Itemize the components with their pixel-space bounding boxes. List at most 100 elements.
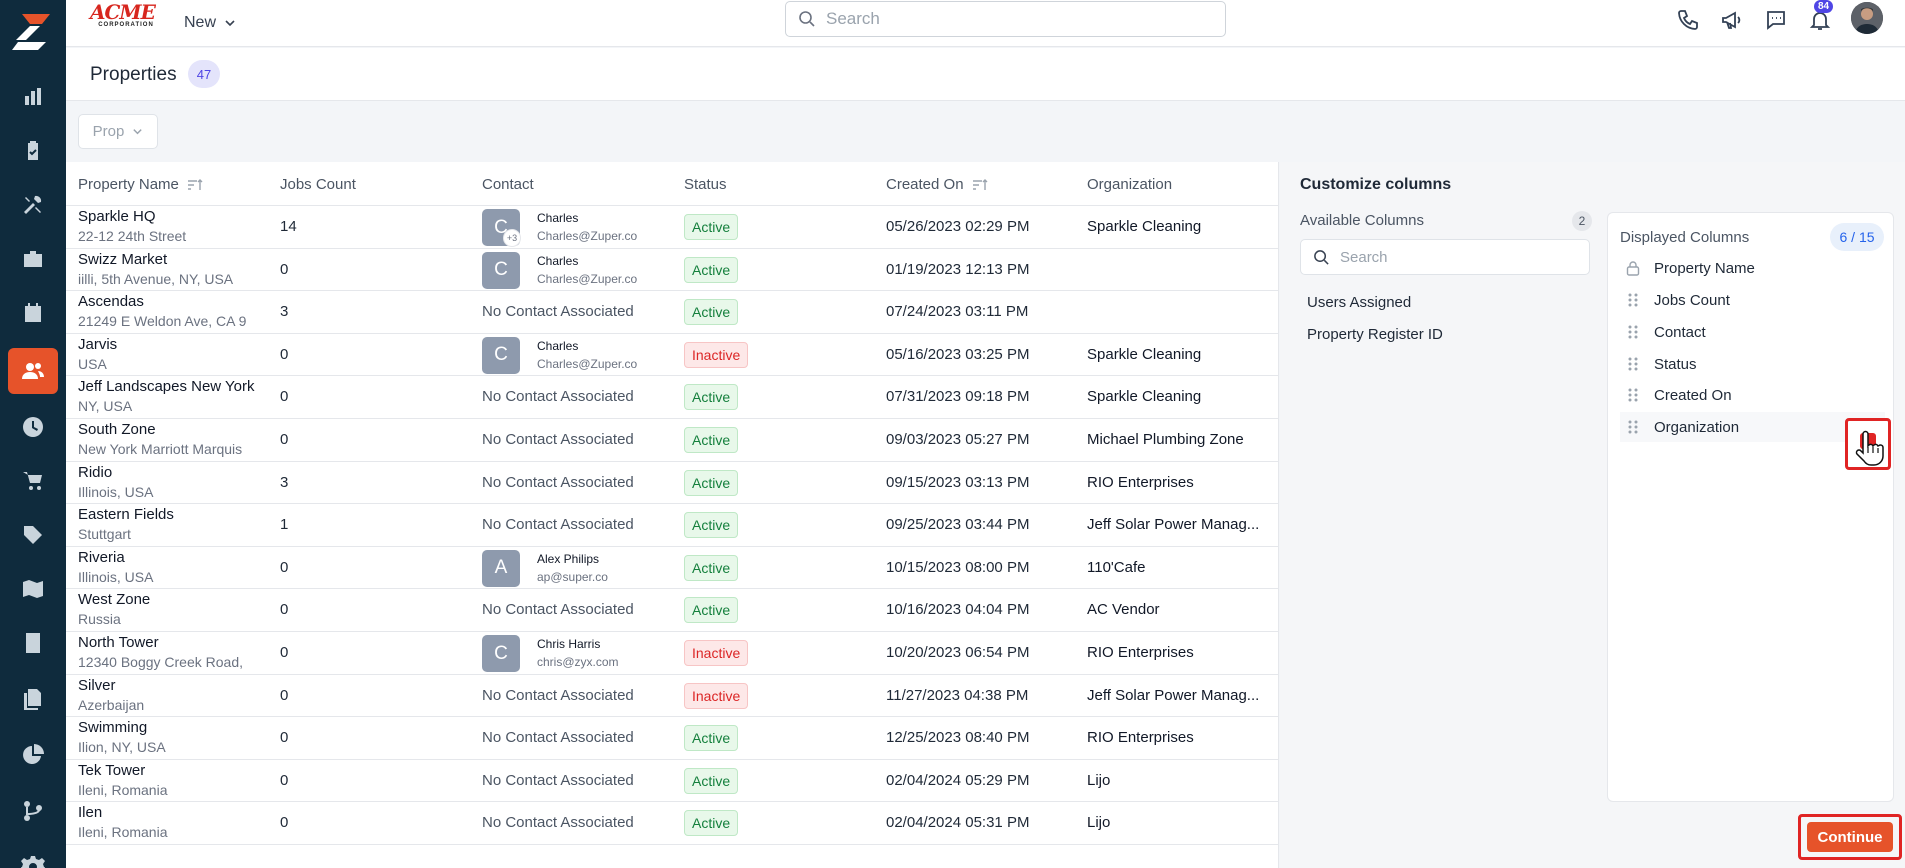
property-name[interactable]: Swimming: [78, 719, 148, 737]
no-contact-label: No Contact Associated: [482, 686, 634, 704]
sidebar-item-calendar[interactable]: [8, 290, 58, 336]
table-row[interactable]: Ridio Illinois, USA 3 No Contact Associated…: [66, 462, 1279, 505]
brand-logo[interactable]: ACME CORPORATION: [90, 2, 162, 34]
contact-extra-count[interactable]: +3: [503, 229, 521, 247]
global-search-input[interactable]: Search: [785, 1, 1226, 37]
displayed-column-organization[interactable]: Organization: [1620, 412, 1885, 442]
displayed-column-property-name: Property Name: [1620, 253, 1885, 283]
created-on: 09/25/2023 03:44 PM: [886, 516, 1030, 534]
table-row[interactable]: South Zone New York Marriott Marquis 0 No C…: [66, 419, 1279, 462]
drag-handle-icon[interactable]: [1626, 356, 1640, 372]
property-name[interactable]: Sparkle HQ: [78, 208, 156, 225]
contact-avatar[interactable]: C: [482, 635, 520, 672]
displayed-column-contact[interactable]: Contact: [1620, 317, 1885, 347]
sidebar-item-timesheet[interactable]: [8, 404, 58, 450]
column-header-organization[interactable]: Organization: [1087, 176, 1172, 193]
table-row[interactable]: Swizz Market iilli, 5th Avenue, NY, USA 0 C…: [66, 249, 1279, 292]
table-row[interactable]: North Tower 12340 Boggy Creek Road, 0 C Chri…: [66, 632, 1279, 675]
users-icon: [22, 363, 44, 379]
table-row[interactable]: Riveria Illinois, USA 0 A Alex Philips ap@sup…: [66, 547, 1279, 590]
available-column-users-assigned[interactable]: Users Assigned: [1307, 294, 1412, 311]
sidebar-item-pricing[interactable]: [8, 512, 58, 558]
property-name[interactable]: Ilen: [78, 804, 103, 822]
organization: Michael Plumbing Zone: [1087, 431, 1244, 448]
organization: RIO Enterprises: [1087, 644, 1194, 661]
new-button[interactable]: New: [184, 9, 236, 37]
sidebar-item-documents[interactable]: [8, 676, 58, 722]
user-avatar[interactable]: [1851, 2, 1883, 34]
hand-pointer-cursor-icon: [1855, 430, 1884, 466]
search-icon: [1314, 249, 1329, 265]
contact-avatar[interactable]: C: [482, 336, 520, 374]
status-badge: Active: [684, 299, 739, 326]
organization: Sparkle Cleaning: [1087, 218, 1202, 235]
table-row[interactable]: Sparkle HQ 22-12 24th Street 14 C +3 Charles C…: [66, 206, 1279, 249]
phone-icon[interactable]: [1674, 6, 1702, 34]
property-name[interactable]: Eastern Fields: [78, 506, 174, 524]
drag-handle-icon[interactable]: [1626, 324, 1640, 340]
sort-icon[interactable]: [187, 178, 203, 192]
sidebar-item-map[interactable]: [8, 566, 58, 612]
contact-email: ap@super.co: [537, 569, 608, 584]
table-row[interactable]: Silver Azerbaijan 0 No Contact Associated In…: [66, 675, 1279, 718]
table-row[interactable]: Eastern Fields Stuttgart 1 No Contact Assoc…: [66, 504, 1279, 547]
property-name[interactable]: Tek Tower: [78, 761, 146, 779]
column-header-contact[interactable]: Contact: [482, 176, 534, 193]
table-row[interactable]: Swimming Ilion, NY, USA 0 No Contact Associ…: [66, 717, 1279, 760]
table-row[interactable]: Jeff Landscapes New York NY, USA 0 No Conta…: [66, 376, 1279, 419]
property-name[interactable]: Ascendas: [78, 293, 144, 311]
sidebar-item-dashboard[interactable]: [8, 74, 58, 120]
table-row[interactable]: Ascendas 21249 E Weldon Ave, CA 9 3 No Cont…: [66, 291, 1279, 334]
sidebar-item-settings[interactable]: [8, 844, 58, 868]
property-name[interactable]: Swizz Market: [78, 250, 168, 268]
displayed-column-created-on[interactable]: Created On: [1620, 380, 1885, 410]
column-header-created-on[interactable]: Created On: [886, 176, 988, 193]
sort-icon[interactable]: [972, 178, 988, 192]
megaphone-icon[interactable]: [1718, 6, 1746, 34]
drag-handle-icon[interactable]: [1626, 387, 1640, 403]
column-header-status[interactable]: Status: [684, 176, 727, 193]
column-header-property-name[interactable]: Property Name: [78, 176, 203, 193]
drag-handle-icon[interactable]: [1626, 419, 1640, 435]
displayed-column-label: Jobs Count: [1654, 291, 1730, 309]
bell-icon[interactable]: [1806, 6, 1834, 34]
property-name[interactable]: South Zone: [78, 421, 156, 438]
property-filter-dropdown[interactable]: Prop: [78, 114, 158, 149]
available-columns-search-input[interactable]: Search: [1300, 239, 1590, 275]
table-row[interactable]: Jarvis USA 0 C Charles Charles@Zuper.co Inacti…: [66, 334, 1279, 377]
property-name[interactable]: Silver: [78, 676, 116, 694]
sidebar-item-invoices[interactable]: [8, 620, 58, 666]
search-icon: [799, 11, 815, 27]
sidebar-item-reports[interactable]: [8, 732, 58, 778]
sidebar-item-workflows[interactable]: [8, 788, 58, 834]
table-row[interactable]: Tek Tower Ileni, Romania 0 No Contact Assoc…: [66, 760, 1279, 803]
available-column-property-register-id[interactable]: Property Register ID: [1307, 326, 1443, 343]
displayed-column-status[interactable]: Status: [1620, 349, 1885, 379]
property-name[interactable]: Riveria: [78, 548, 125, 566]
drag-handle-icon[interactable]: [1626, 292, 1640, 308]
sidebar-item-store[interactable]: [8, 458, 58, 504]
table-row[interactable]: West Zone Russia 0 No Contact Associated Act…: [66, 589, 1279, 632]
sidebar-item-customers[interactable]: [8, 348, 58, 394]
contact-name: Charles: [537, 253, 579, 268]
table-row[interactable]: Ilen Ileni, Romania 0 No Contact Associated…: [66, 802, 1279, 845]
zuper-logo-icon[interactable]: [12, 10, 54, 52]
sidebar-item-tools[interactable]: [8, 182, 58, 228]
property-name[interactable]: Jarvis: [78, 335, 118, 353]
contact-avatar[interactable]: C: [482, 251, 520, 289]
created-on: 12/25/2023 08:40 PM: [886, 729, 1030, 747]
contact-avatar[interactable]: A: [482, 549, 520, 587]
property-name[interactable]: West Zone: [78, 591, 151, 609]
sidebar-item-jobs[interactable]: [8, 128, 58, 174]
property-name[interactable]: North Tower: [78, 634, 159, 651]
created-on: 10/20/2023 06:54 PM: [886, 644, 1030, 661]
property-name[interactable]: Ridio: [78, 463, 113, 481]
chat-icon[interactable]: [1762, 6, 1790, 34]
displayed-column-jobs-count[interactable]: Jobs Count: [1620, 285, 1885, 315]
column-header-jobs-count[interactable]: Jobs Count: [280, 176, 356, 193]
sidebar-item-assets[interactable]: [8, 236, 58, 282]
displayed-column-label: Contact: [1654, 323, 1706, 341]
property-address: Ileni, Romania: [78, 781, 168, 798]
continue-button[interactable]: Continue: [1807, 822, 1893, 852]
property-name[interactable]: Jeff Landscapes New York: [78, 378, 255, 396]
